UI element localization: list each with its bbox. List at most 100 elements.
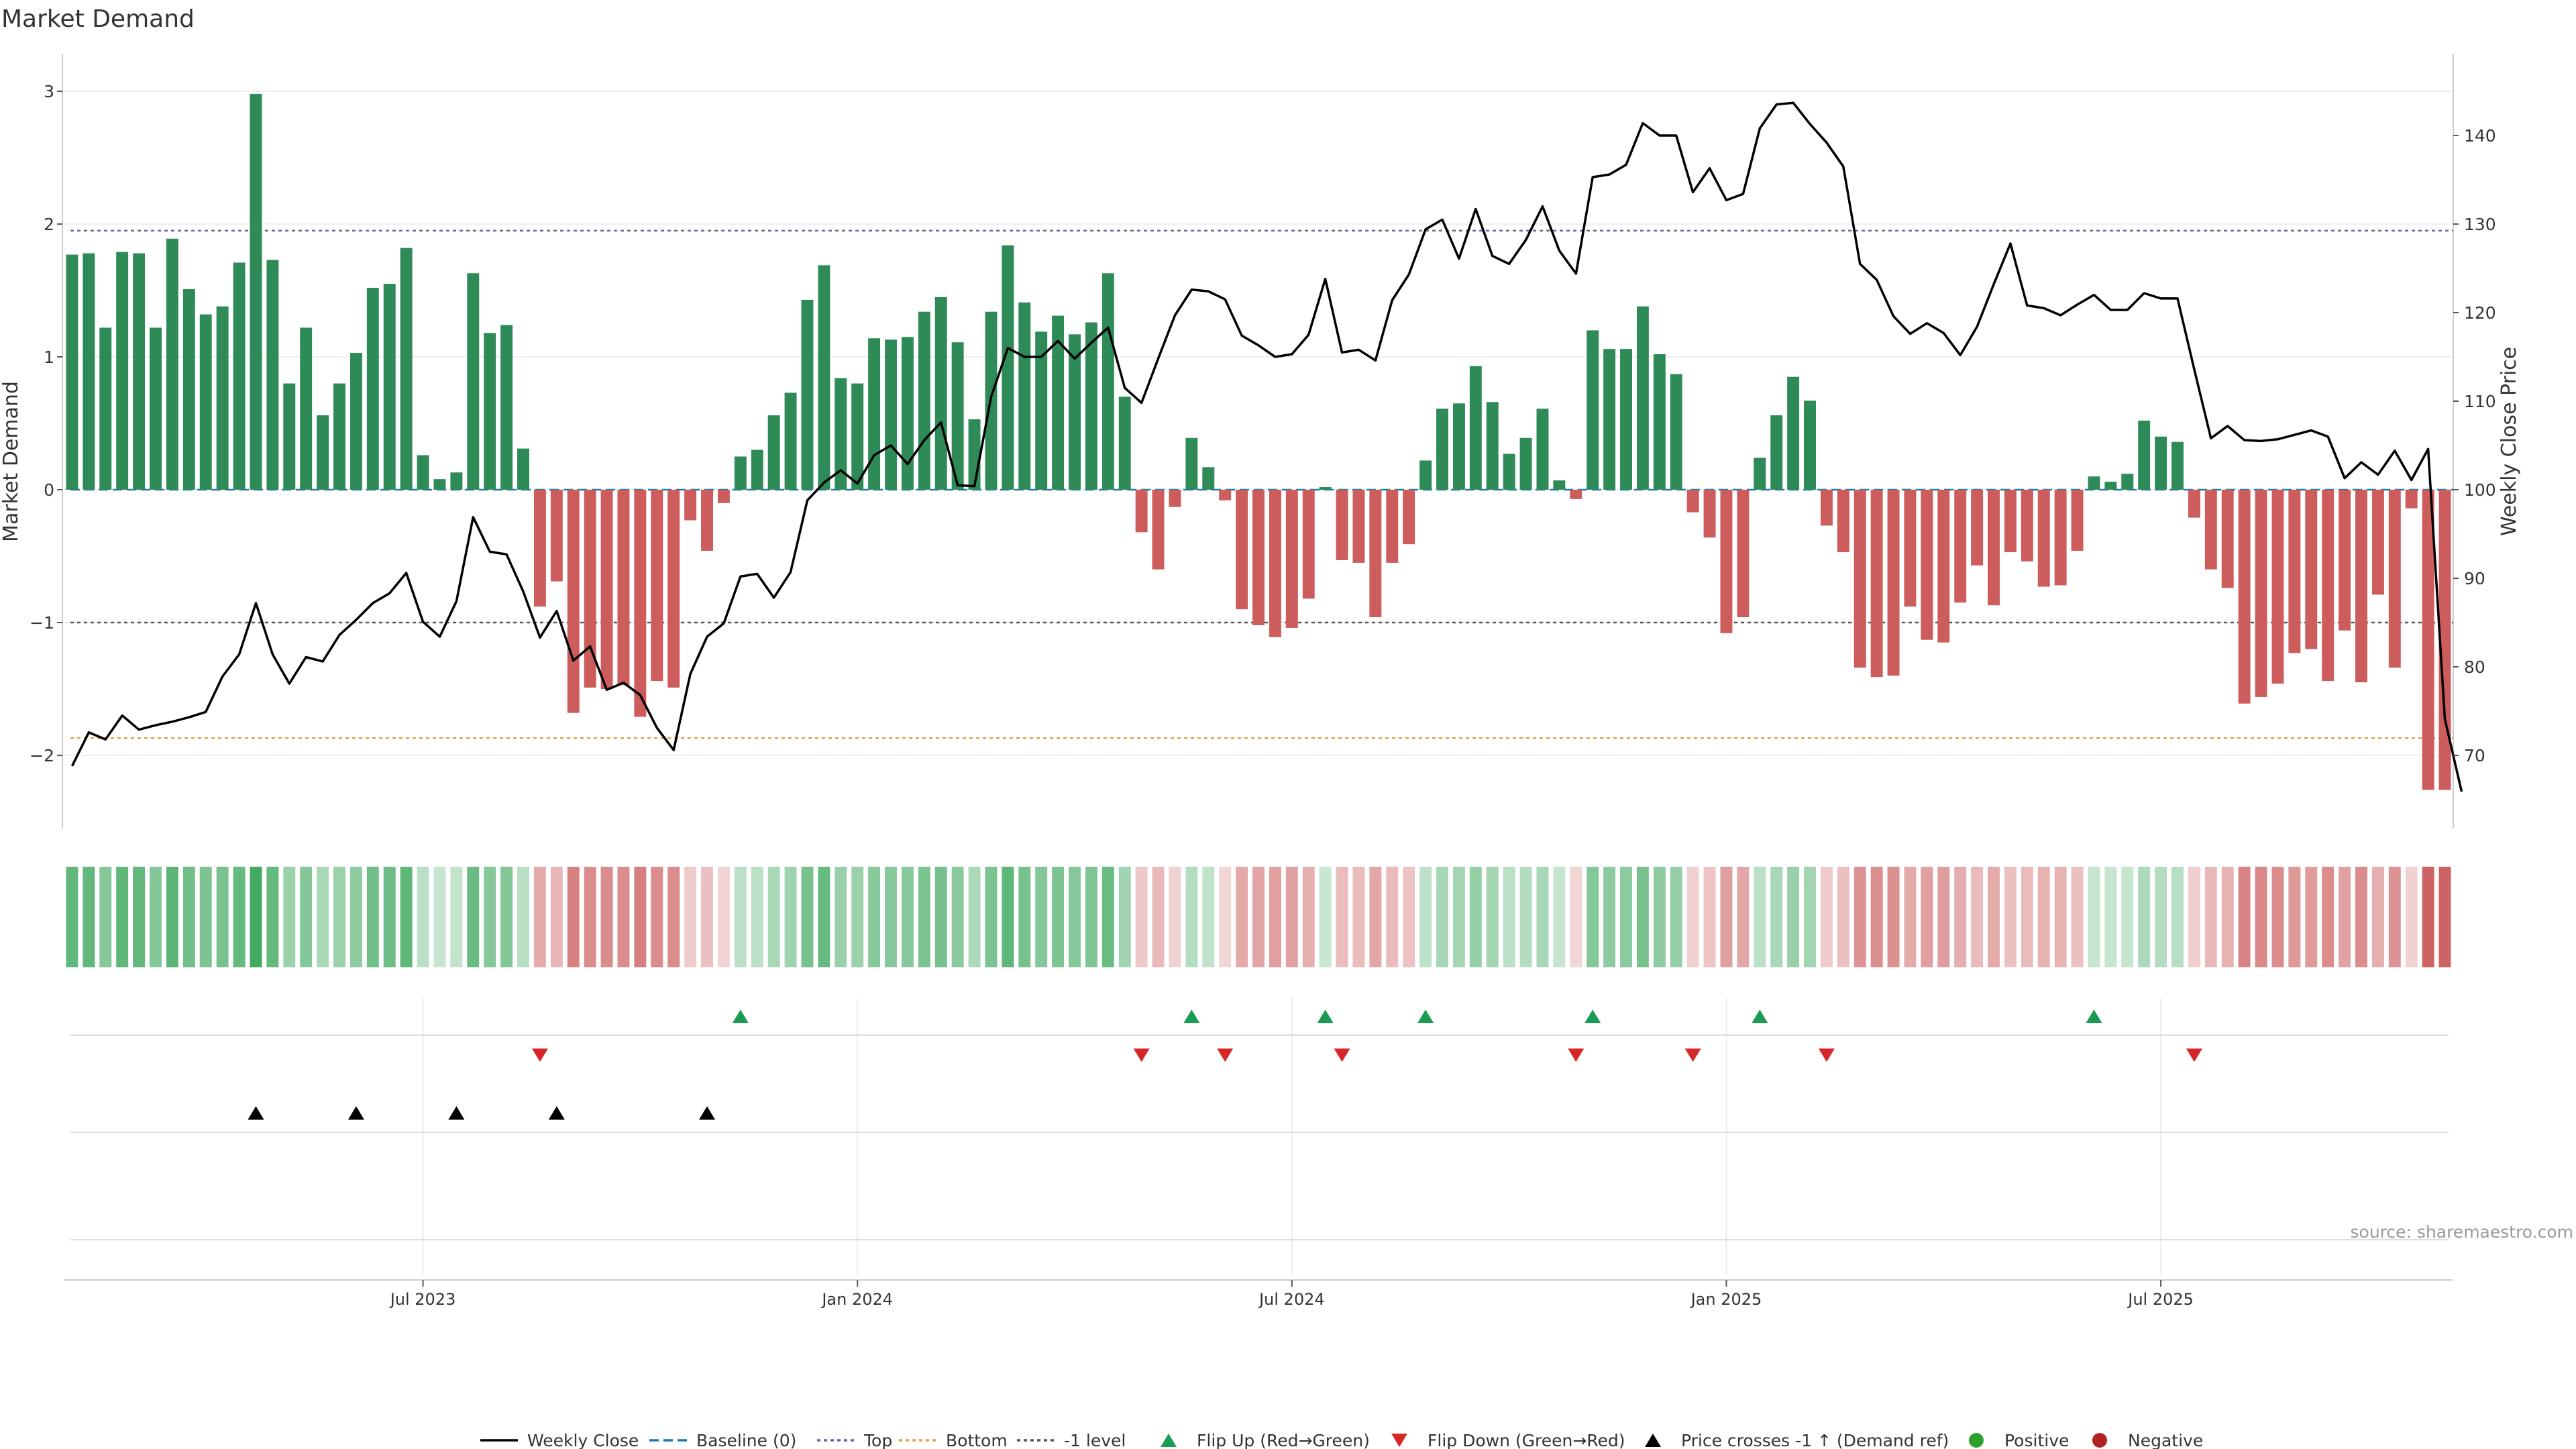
heat-cell [66, 867, 78, 967]
heat-cell [751, 867, 763, 967]
heat-cell [1202, 867, 1215, 967]
heat-cell [1236, 867, 1248, 967]
demand-bar [934, 297, 947, 490]
y2-ticks: 140 130 120 110 100 90 80 70 [2453, 126, 2496, 765]
demand-bar [567, 490, 580, 713]
demand-bar [300, 327, 313, 490]
heat-cell [1804, 867, 1816, 967]
heat-cell [133, 867, 146, 967]
demand-bar [1369, 490, 1382, 618]
demand-bar [433, 479, 446, 490]
legend-symbol [1645, 1434, 1661, 1447]
demand-bar [2405, 490, 2418, 508]
legend-label: Price crosses -1 ↑ (Demand ref) [1681, 1431, 1949, 1449]
heat-cell [2104, 867, 2117, 967]
heat-cell [2355, 867, 2367, 967]
heat-cell [1553, 867, 1566, 967]
heat-cell [1219, 867, 1232, 967]
legend-item: Flip Up (Red→Green) [1161, 1431, 1370, 1449]
heat-cell [517, 867, 529, 967]
heat-cell [1837, 867, 1849, 967]
demand-bar [2171, 441, 2184, 490]
heat-cell [2322, 867, 2334, 967]
demand-bar [1403, 490, 1415, 545]
legend-item: Positive [1969, 1431, 2069, 1449]
heat-cell [1570, 867, 1582, 967]
heat-cell [885, 867, 897, 967]
y-axis-label: Market Demand [0, 381, 23, 542]
heat-cell [1820, 867, 1833, 967]
price-cross-marker [347, 1106, 364, 1120]
demand-bar [2238, 490, 2251, 704]
heat-cell [1035, 867, 1048, 967]
demand-bar [1904, 490, 1917, 607]
heat-cell [1336, 867, 1348, 967]
demand-bar [2271, 490, 2284, 684]
heat-cell [533, 867, 546, 967]
demand-bar [901, 337, 914, 490]
heat-cell [2004, 867, 2017, 967]
heat-cell [1921, 867, 1933, 967]
demand-bar [918, 311, 930, 490]
demand-bar [1553, 480, 1566, 490]
legend: Weekly Close Baseline (0) Top Bottom -1 leve… [480, 1431, 2203, 1449]
demand-bar [1887, 490, 1900, 676]
heat-cell [1904, 867, 1917, 967]
heat-cell [2037, 867, 2050, 967]
y2-tick-label: 130 [2464, 215, 2496, 234]
heat-cell [1754, 867, 1766, 967]
heat-cell [934, 867, 947, 967]
heat-cell [1737, 867, 1750, 967]
heat-cell [250, 867, 262, 967]
demand-bar [500, 325, 513, 490]
demand-bar [250, 93, 262, 490]
demand-bar [1336, 490, 1348, 560]
heat-cell [1686, 867, 1699, 967]
y2-axis-label: Weekly Close Price [2498, 347, 2521, 536]
demand-bar [2121, 474, 2134, 490]
demand-bar [550, 490, 563, 582]
demand-bar [584, 490, 596, 688]
heat-cell [1135, 867, 1148, 967]
demand-bar [1754, 458, 1766, 490]
demand-bar [2037, 490, 2050, 587]
heat-cell [467, 867, 480, 967]
heat-cell [2088, 867, 2100, 967]
heat-cell [1787, 867, 1800, 967]
demand-bar [868, 338, 881, 490]
demand-bar [150, 327, 162, 490]
demand-bar [216, 306, 229, 490]
flip-down-marker [2186, 1049, 2202, 1062]
demand-bar [1703, 490, 1716, 538]
heat-cell [818, 867, 830, 967]
heat-cell [1285, 867, 1298, 967]
y2-tick-label: 90 [2464, 569, 2485, 588]
heat-cell [317, 867, 329, 967]
heat-cell [1085, 867, 1097, 967]
heat-cell [1169, 867, 1181, 967]
heat-cell [667, 867, 680, 967]
demand-bar [333, 383, 345, 490]
heat-cell [1118, 867, 1131, 967]
demand-bar [133, 253, 146, 490]
demand-bar [2004, 490, 2017, 553]
flip-down-marker [531, 1049, 548, 1062]
demand-bar [283, 383, 296, 490]
heat-cell [584, 867, 596, 967]
heat-cell [1403, 867, 1415, 967]
y-tick-label: −2 [30, 746, 54, 765]
flip-up-marker [1317, 1010, 1334, 1023]
heat-cell [182, 867, 195, 967]
demand-bar [2155, 436, 2167, 490]
legend-item: Price crosses -1 ↑ (Demand ref) [1645, 1431, 1949, 1449]
heat-cell [450, 867, 463, 967]
demand-bar [600, 490, 613, 689]
demand-bar [1804, 400, 1816, 490]
heat-cell [2138, 867, 2151, 967]
flip-down-marker [1684, 1049, 1701, 1062]
demand-bar [1486, 402, 1499, 490]
heat-cell [2339, 867, 2351, 967]
gridlines [62, 54, 2454, 1275]
heat-cell [400, 867, 413, 967]
demand-bar [467, 273, 480, 490]
